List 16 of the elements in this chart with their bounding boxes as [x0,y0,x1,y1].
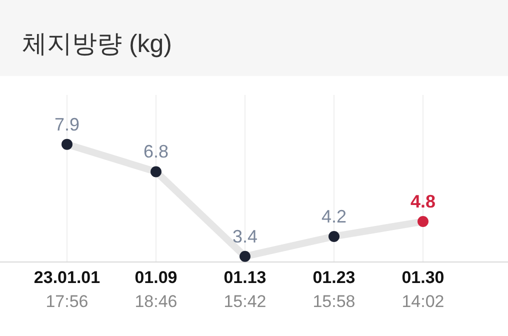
chart-title: 체지방량 (kg) [22,30,172,58]
x-tick-label: 01.23 15:58 [312,268,356,311]
point [62,138,72,150]
data-label: 4.2 [321,206,347,226]
x-tick-label: 23.01.01 17:56 [34,268,100,311]
x-tick-label: 01.30 14:02 [402,268,444,311]
data-label: 6.8 [143,142,169,162]
x-tick-label: 01.09 18:46 [134,268,178,311]
x-tick-label: 01.13 15:42 [224,268,266,311]
point [150,166,162,178]
data-label: 7.9 [54,114,80,134]
point [240,250,250,262]
data-label: 4.8 [410,192,436,212]
point [418,216,428,228]
point [328,230,340,242]
data-label: 3.4 [232,226,258,246]
